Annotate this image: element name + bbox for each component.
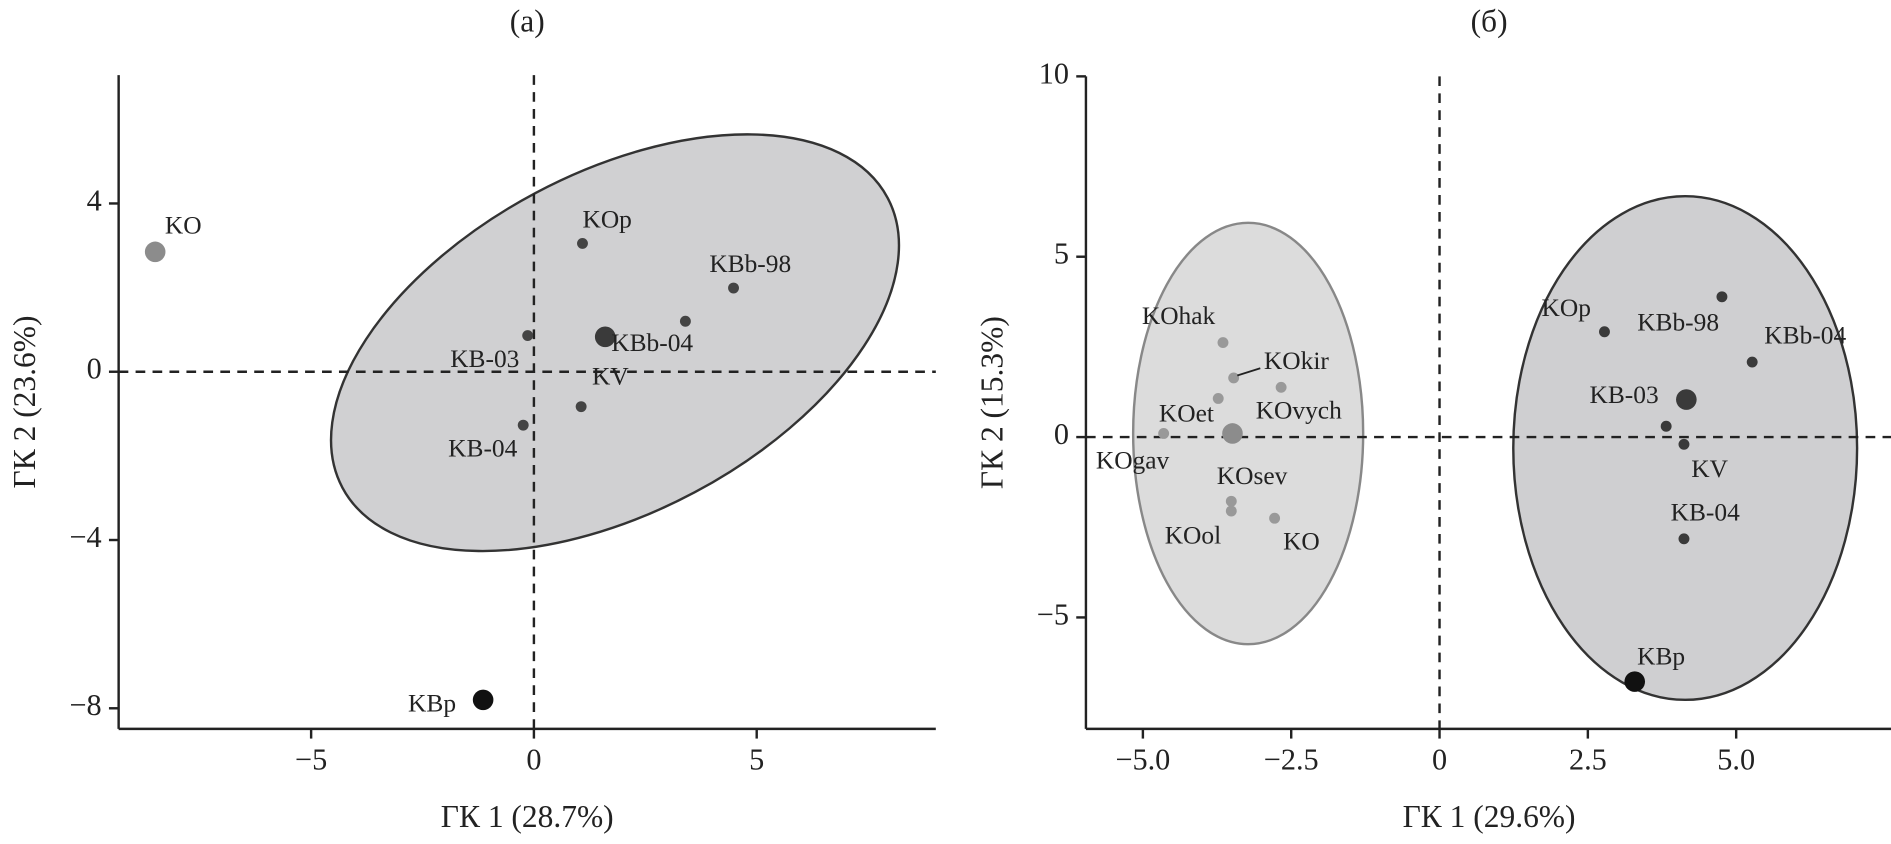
y-tick-label: 0 — [87, 352, 102, 386]
point-label: KOp — [582, 205, 631, 233]
point-label: KOol — [1165, 521, 1221, 549]
point — [1660, 420, 1672, 432]
point — [1228, 372, 1240, 384]
y-tick-label: −8 — [70, 688, 102, 722]
confidence-ellipse — [329, 133, 901, 553]
point-label: KO — [165, 211, 202, 239]
point-label: KB-04 — [1671, 498, 1740, 526]
point — [1217, 337, 1229, 349]
point — [594, 326, 616, 348]
point-label: KOgav — [1096, 446, 1170, 474]
confidence-ellipse — [1131, 221, 1365, 646]
point — [1222, 423, 1243, 444]
point — [517, 419, 529, 431]
point — [1269, 512, 1281, 524]
x-tick-label: 5.0 — [1717, 743, 1755, 777]
point — [1716, 291, 1728, 303]
point — [1225, 505, 1237, 517]
point — [522, 330, 534, 342]
point-label: KOp — [1542, 294, 1591, 322]
chart-title: (a) — [510, 4, 545, 39]
point — [679, 315, 691, 327]
y-tick-label: 5 — [1054, 237, 1069, 271]
point-label: KB-03 — [1589, 381, 1658, 409]
x-tick-label: −5.0 — [1115, 743, 1170, 777]
point-label: KBp — [408, 690, 456, 718]
y-tick-label: 0 — [1054, 417, 1069, 451]
x-tick-label: −2.5 — [1264, 743, 1319, 777]
point — [1624, 671, 1646, 692]
point-label: KBb-98 — [1637, 308, 1719, 336]
point-label: KO — [1283, 527, 1320, 555]
point — [1158, 428, 1170, 439]
point — [1678, 533, 1690, 545]
y-axis-title: ГК 2 (23.6%) — [7, 316, 42, 489]
y-tick-label: −4 — [70, 520, 102, 554]
point-label: KOkir — [1264, 347, 1329, 375]
point — [577, 237, 588, 249]
leader-line — [1237, 367, 1261, 377]
y-axis-title: ГК 2 (15.3%) — [974, 316, 1009, 489]
x-axis-title: ГК 1 (29.6%) — [1403, 799, 1576, 834]
point — [1599, 326, 1610, 338]
x-tick-label: −5 — [295, 743, 327, 777]
point-label: KOsev — [1217, 462, 1288, 490]
x-tick-label: 2.5 — [1569, 743, 1607, 777]
point-label: KB-04 — [448, 434, 517, 462]
y-tick-label: 4 — [87, 183, 102, 217]
point — [1212, 393, 1224, 404]
point — [144, 241, 166, 263]
y-tick-label: −5 — [1037, 597, 1069, 631]
point-label: KBb-04 — [611, 329, 693, 357]
x-tick-label: 0 — [526, 743, 541, 777]
point-label: KBb-98 — [709, 250, 791, 278]
point-label: KBp — [1637, 642, 1685, 670]
x-axis-title: ГК 1 (28.7%) — [441, 799, 614, 834]
point — [472, 689, 494, 711]
point — [1225, 495, 1237, 507]
point — [728, 282, 739, 294]
point — [1676, 389, 1697, 410]
point — [1678, 438, 1690, 450]
point-label: KB-03 — [450, 345, 519, 373]
point-label: KV — [592, 363, 629, 391]
point-label: KOhak — [1142, 302, 1216, 330]
x-tick-label: 5 — [749, 743, 764, 777]
point-label: KOvych — [1256, 397, 1342, 425]
point-label: KBb-04 — [1764, 322, 1846, 350]
point-label: KV — [1691, 455, 1728, 483]
chart-title: (б) — [1471, 4, 1508, 39]
point — [575, 401, 587, 413]
point-label: KOet — [1159, 399, 1214, 427]
point — [1275, 381, 1287, 393]
point — [1746, 356, 1758, 368]
y-tick-label: 10 — [1039, 56, 1069, 90]
x-tick-label: 0 — [1432, 743, 1447, 777]
